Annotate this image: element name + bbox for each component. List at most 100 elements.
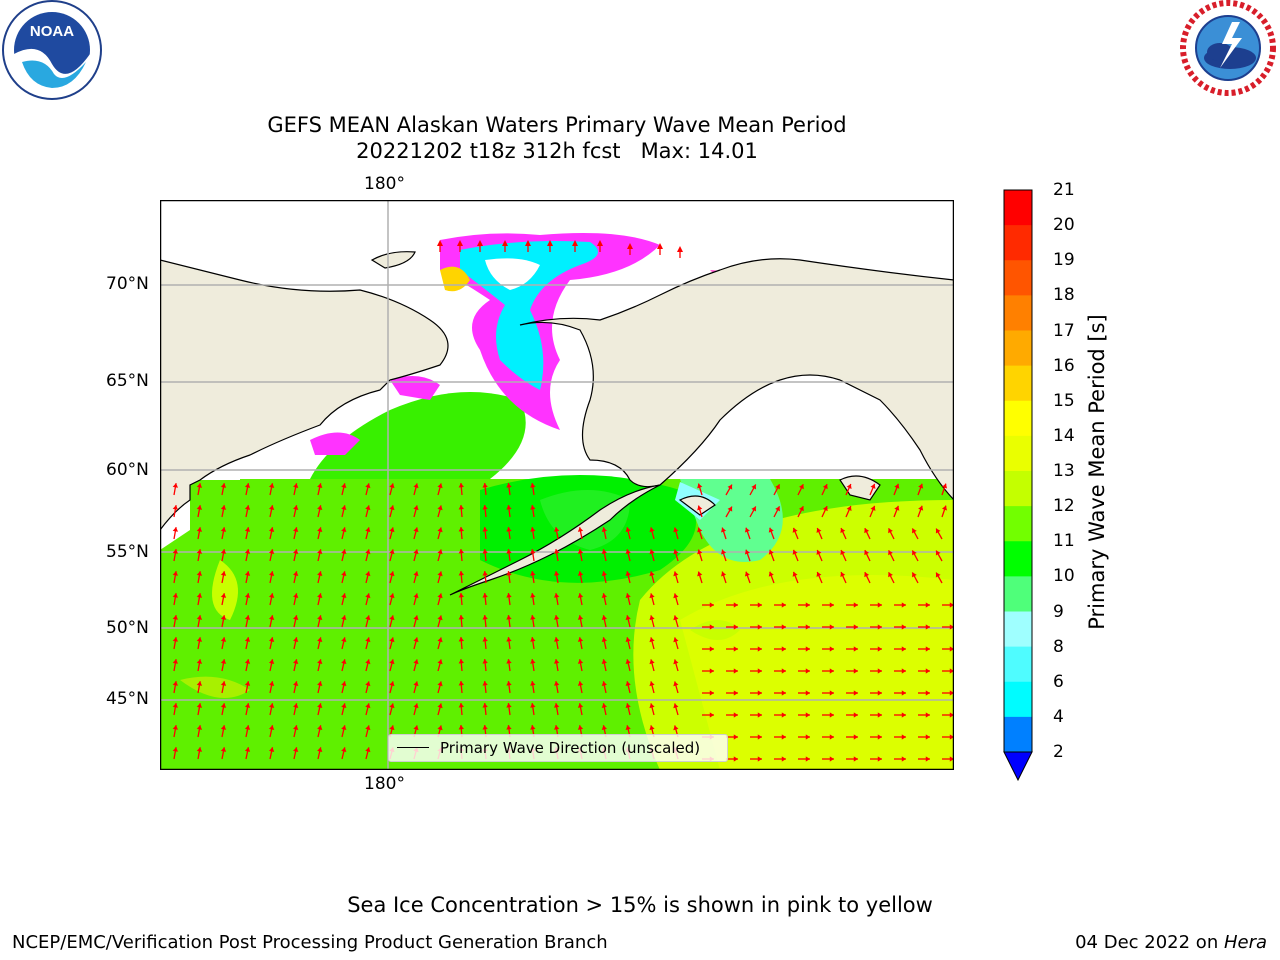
- colorbar-tick-label: 11: [1053, 531, 1075, 552]
- direction-arrow: [673, 615, 679, 628]
- direction-arrow: [506, 505, 512, 518]
- direction-arrow: [894, 712, 906, 718]
- direction-arrow: [506, 571, 512, 584]
- direction-arrow: [413, 615, 419, 628]
- colorbar-tick-label: 19: [1053, 250, 1075, 271]
- direction-arrow: [721, 549, 727, 562]
- direction-arrow: [268, 483, 275, 496]
- footer-date: 04 Dec 2022 on Hera: [1075, 932, 1267, 954]
- direction-arrow: [768, 549, 775, 562]
- direction-arrow: [389, 593, 395, 606]
- direction-arrow: [625, 615, 631, 628]
- colorbar-tick-label: 21: [1053, 180, 1075, 200]
- direction-arrow: [437, 681, 443, 694]
- direction-arrow: [774, 602, 786, 608]
- direction-arrow: [341, 681, 347, 694]
- direction-arrow: [942, 624, 954, 630]
- direction-arrow: [268, 527, 275, 540]
- direction-arrow: [389, 659, 395, 672]
- direction-arrow: [413, 637, 419, 650]
- direction-arrow: [911, 572, 919, 584]
- direction-arrow: [196, 747, 203, 760]
- direction-arrow: [413, 505, 419, 518]
- direction-arrow: [864, 571, 871, 584]
- colorbar-bin: [1004, 330, 1032, 367]
- direction-arrow: [798, 756, 810, 762]
- direction-arrow: [697, 527, 703, 540]
- direction-arrow: [870, 646, 882, 652]
- direction-arrow: [341, 615, 347, 628]
- direction-arrow: [365, 483, 371, 496]
- direction-arrow: [317, 483, 323, 496]
- colorbar-tick-label: 6: [1053, 671, 1064, 692]
- direction-arrow: [172, 615, 178, 628]
- map-canvas: [160, 200, 954, 770]
- direction-arrow: [870, 712, 882, 718]
- direction-arrow: [935, 572, 943, 584]
- direction-arrow: [458, 702, 464, 716]
- wave-direction-arrows: [172, 240, 954, 762]
- direction-arrow: [437, 527, 443, 540]
- direction-arrow: [917, 483, 924, 496]
- direction-arrow: [888, 571, 895, 584]
- direction-arrow: [554, 703, 560, 716]
- direction-arrow: [846, 646, 858, 652]
- direction-arrow: [840, 549, 847, 562]
- direction-arrow: [601, 527, 607, 540]
- direction-arrow: [726, 668, 738, 674]
- direction-arrow: [798, 624, 810, 630]
- lat-label: 50°N: [106, 618, 149, 638]
- direction-arrow: [220, 615, 227, 628]
- direction-arrow: [437, 571, 443, 584]
- direction-arrow: [220, 681, 227, 694]
- direction-arrow: [797, 483, 804, 496]
- direction-arrow: [749, 506, 757, 518]
- direction-arrow: [268, 549, 275, 562]
- direction-arrow: [822, 646, 834, 652]
- direction-arrow: [702, 602, 714, 608]
- direction-arrow: [702, 690, 714, 696]
- direction-arrow: [458, 504, 464, 518]
- direction-arrow: [458, 614, 464, 628]
- direction-arrow: [894, 668, 906, 674]
- direction-arrow: [893, 505, 900, 518]
- direction-arrow: [554, 637, 560, 650]
- direction-arrow: [506, 527, 512, 540]
- direction-arrow: [220, 571, 227, 584]
- direction-arrow: [822, 668, 834, 674]
- direction-arrow: [797, 505, 804, 518]
- direction-arrow: [917, 505, 924, 518]
- direction-arrow: [869, 483, 876, 496]
- noaa-logo: NOAA: [2, 0, 102, 100]
- direction-arrow: [918, 668, 930, 674]
- colorbar-bin: [1004, 400, 1032, 437]
- direction-arrow: [870, 756, 882, 762]
- direction-arrow: [268, 747, 275, 760]
- direction-arrow: [911, 528, 919, 540]
- direction-arrow: [721, 571, 727, 584]
- direction-arrow: [196, 615, 203, 628]
- legend-line-swatch: [397, 747, 429, 748]
- direction-arrow: [577, 703, 584, 716]
- direction-arrow: [774, 624, 786, 630]
- direction-arrow: [293, 483, 299, 496]
- direction-arrow: [458, 570, 464, 584]
- direction-arrow: [172, 571, 178, 584]
- direction-arrow: [317, 725, 323, 738]
- colorbar-bin: [1004, 225, 1032, 261]
- direction-arrow: [726, 734, 738, 740]
- direction-arrow: [894, 624, 906, 630]
- legend-label: Primary Wave Direction (unscaled): [440, 739, 701, 757]
- direction-arrow: [530, 571, 536, 584]
- direction-arrow: [821, 505, 828, 518]
- direction-arrow: [625, 659, 631, 672]
- direction-arrow: [268, 725, 275, 738]
- direction-arrow: [918, 712, 930, 718]
- direction-arrow: [554, 549, 560, 562]
- direction-arrow: [942, 690, 954, 696]
- direction-arrow: [918, 734, 930, 740]
- direction-arrow: [530, 505, 536, 518]
- colorbar-bin: [1004, 716, 1032, 753]
- direction-arrow: [317, 615, 323, 628]
- direction-arrow: [894, 646, 906, 652]
